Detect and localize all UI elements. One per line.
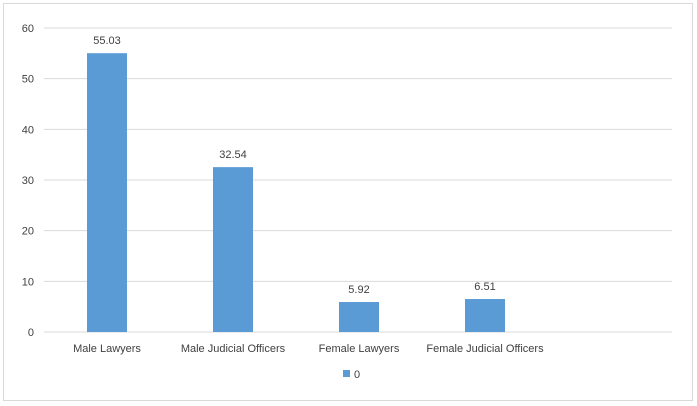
data-label: 55.03	[93, 35, 121, 47]
y-tick-label: 30	[22, 175, 34, 187]
category-label: Female Judicial Officers	[426, 343, 544, 355]
data-label: 6.51	[474, 281, 495, 293]
category-label: Male Judicial Officers	[181, 343, 286, 355]
bars	[87, 53, 505, 332]
y-tick-label: 60	[22, 23, 34, 35]
y-tick-label: 10	[22, 276, 34, 288]
legend: 0	[343, 369, 360, 381]
y-tick-label: 0	[28, 327, 34, 339]
bar	[87, 53, 127, 332]
legend-label: 0	[354, 369, 360, 381]
bar	[465, 299, 505, 332]
category-label: Male Lawyers	[73, 343, 141, 355]
gridlines	[44, 27, 672, 333]
data-label: 32.54	[219, 149, 247, 161]
data-labels: 55.03 32.54 5.92 6.51	[93, 35, 495, 296]
y-axis-ticks: 0 10 20 30 40 50 60	[22, 23, 34, 339]
y-tick-label: 50	[22, 74, 34, 86]
y-tick-label: 40	[22, 124, 34, 136]
legend-swatch	[343, 370, 350, 377]
x-axis-categories: Male Lawyers Male Judicial Officers Female…	[73, 343, 544, 355]
data-label: 5.92	[348, 284, 369, 296]
bar	[339, 302, 379, 332]
bar	[213, 167, 253, 332]
y-tick-label: 20	[22, 226, 34, 238]
category-label: Female Lawyers	[319, 343, 400, 355]
